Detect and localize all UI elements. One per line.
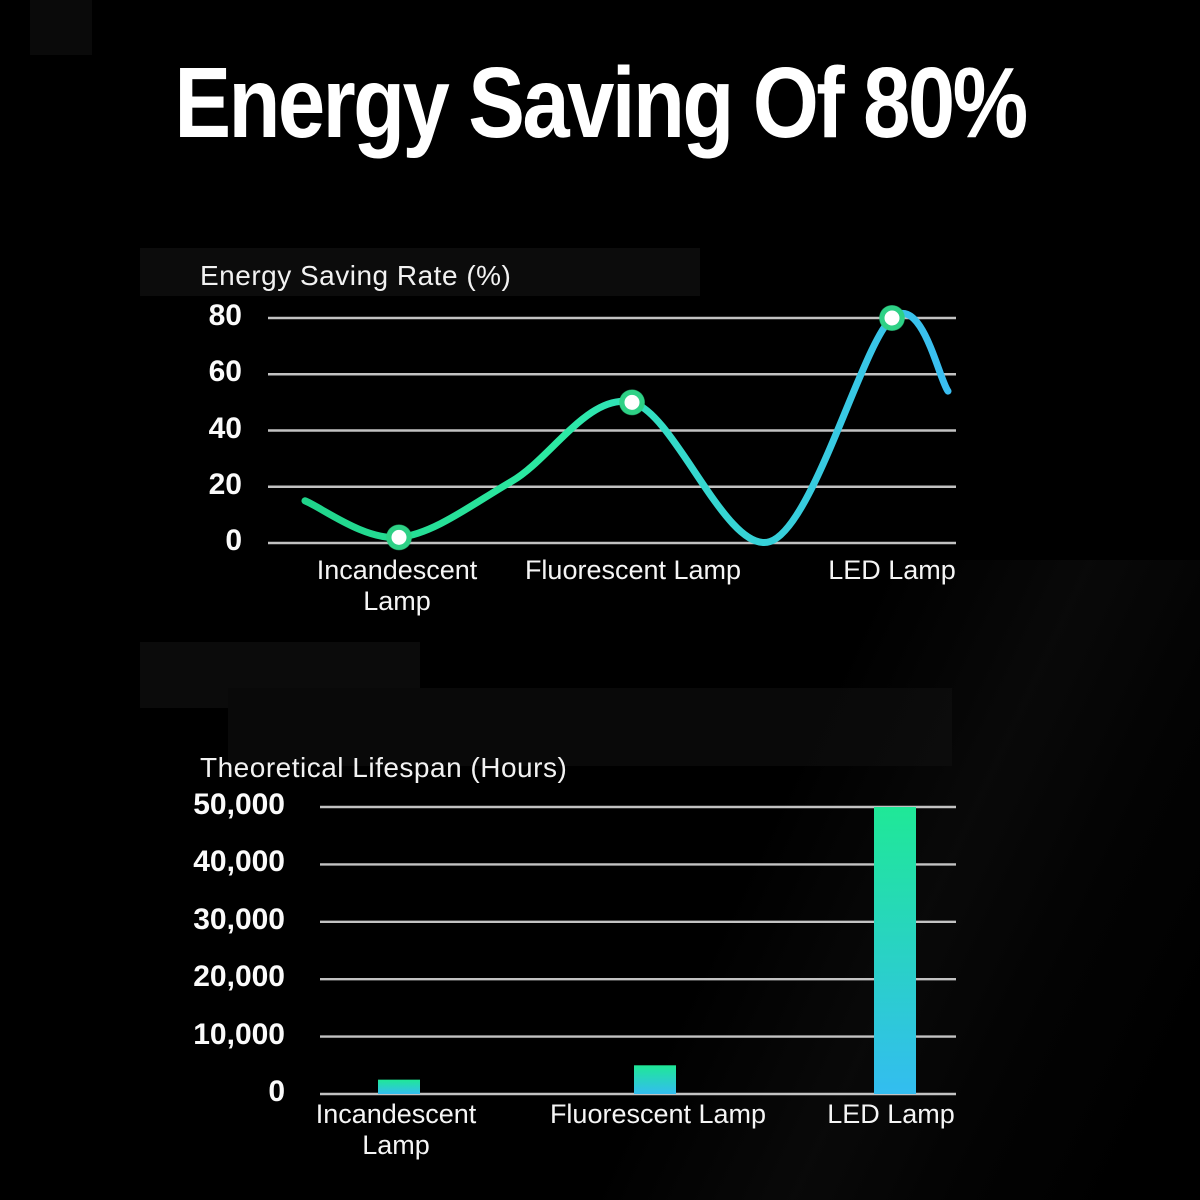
y-tick-label: 50,000 — [193, 788, 285, 821]
x-tick-label: LED Lamp — [827, 1099, 955, 1129]
y-tick-label: 10,000 — [193, 1018, 285, 1051]
y-tick-label: 0 — [268, 1075, 285, 1108]
x-tick-label: Fluorescent Lamp — [549, 1099, 767, 1129]
y-tick-label: 60 — [208, 355, 242, 388]
x-tick-label: Incandescent Lamp — [315, 1099, 477, 1160]
y-tick-label: 40,000 — [193, 845, 285, 878]
bar-1 — [634, 1065, 676, 1094]
x-tick-label: Incandescent Lamp — [316, 555, 478, 616]
y-tick-label: 30,000 — [193, 903, 285, 936]
bar-chart-title: Theoretical Lifespan (Hours) — [200, 752, 568, 783]
line-chart-title: Energy Saving Rate (%) — [200, 260, 512, 291]
y-tick-label: 80 — [208, 299, 242, 332]
bar-0 — [378, 1079, 420, 1094]
y-tick-label: 40 — [208, 412, 242, 445]
bar-2 — [874, 807, 916, 1094]
x-tick-label: LED Lamp — [828, 555, 956, 585]
y-tick-label: 20,000 — [193, 960, 285, 993]
x-tick-label: Fluorescent Lamp — [524, 555, 742, 585]
y-tick-label: 20 — [208, 468, 242, 501]
y-tick-label: 0 — [225, 524, 242, 557]
page-title: Energy Saving Of 80% — [174, 47, 1028, 159]
